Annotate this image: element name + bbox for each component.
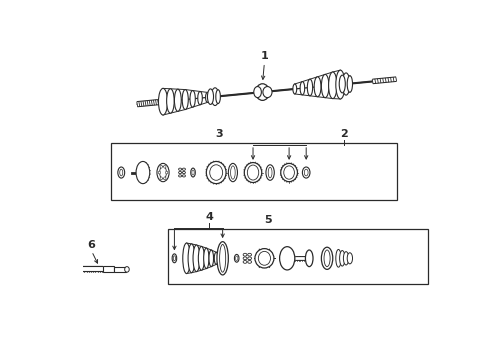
Text: 5: 5 [265,215,272,225]
Ellipse shape [178,175,182,177]
Ellipse shape [206,161,226,184]
Ellipse shape [321,247,333,269]
Ellipse shape [258,251,270,265]
Text: 2: 2 [340,129,348,139]
Ellipse shape [336,70,345,99]
Ellipse shape [281,163,297,182]
Ellipse shape [329,72,337,99]
Ellipse shape [182,90,188,109]
Ellipse shape [280,247,295,270]
Ellipse shape [245,163,262,183]
Ellipse shape [255,249,274,268]
Ellipse shape [210,165,222,180]
Ellipse shape [158,171,161,174]
Ellipse shape [217,242,228,275]
Bar [111,143,397,200]
Ellipse shape [248,261,251,263]
Bar [103,266,115,273]
Ellipse shape [256,84,270,100]
Ellipse shape [204,248,209,269]
Ellipse shape [206,93,209,102]
Ellipse shape [268,167,272,178]
Ellipse shape [160,166,167,179]
Ellipse shape [167,89,174,113]
Ellipse shape [347,253,352,264]
Ellipse shape [347,76,352,92]
Ellipse shape [166,171,168,174]
Ellipse shape [191,168,196,177]
Ellipse shape [263,86,272,98]
Ellipse shape [300,82,305,95]
Ellipse shape [284,166,294,179]
Ellipse shape [164,177,166,180]
Ellipse shape [228,163,238,182]
Ellipse shape [293,84,297,94]
Ellipse shape [178,171,182,174]
Ellipse shape [198,246,204,270]
Ellipse shape [209,250,214,267]
Ellipse shape [173,256,175,261]
Ellipse shape [172,254,177,263]
Ellipse shape [243,261,247,263]
Ellipse shape [118,167,124,178]
Text: 1: 1 [261,51,269,61]
Ellipse shape [182,168,185,170]
Ellipse shape [247,165,259,180]
Ellipse shape [302,167,310,178]
Ellipse shape [339,75,345,93]
Ellipse shape [214,252,218,264]
Ellipse shape [120,169,123,176]
Ellipse shape [342,73,350,95]
Ellipse shape [343,252,349,265]
Ellipse shape [158,89,168,115]
Ellipse shape [248,257,251,260]
Ellipse shape [174,89,181,111]
Ellipse shape [164,165,166,168]
Text: 4: 4 [205,212,213,222]
Ellipse shape [182,175,185,177]
Ellipse shape [307,79,313,96]
Ellipse shape [183,243,190,274]
Ellipse shape [160,177,162,180]
Ellipse shape [136,161,150,184]
Ellipse shape [336,249,341,267]
Ellipse shape [243,257,247,260]
Ellipse shape [220,244,226,272]
Ellipse shape [236,256,238,261]
Ellipse shape [305,250,313,267]
Ellipse shape [192,170,194,175]
Ellipse shape [254,86,261,98]
Ellipse shape [182,171,185,174]
Ellipse shape [193,245,200,271]
Ellipse shape [216,90,220,104]
Ellipse shape [314,77,321,97]
Text: 6: 6 [88,240,96,250]
Ellipse shape [188,244,195,273]
Ellipse shape [243,253,247,256]
Ellipse shape [324,250,330,267]
Ellipse shape [190,90,196,107]
Ellipse shape [157,163,169,182]
Ellipse shape [231,166,235,179]
Bar [168,229,428,284]
Ellipse shape [304,169,308,176]
Ellipse shape [340,251,345,266]
Ellipse shape [248,253,251,256]
Ellipse shape [321,75,329,98]
Ellipse shape [198,91,202,105]
Ellipse shape [124,267,129,272]
Ellipse shape [211,88,219,105]
Ellipse shape [207,89,214,104]
Bar [115,267,126,271]
Ellipse shape [178,168,182,170]
Ellipse shape [234,255,239,262]
Ellipse shape [266,165,274,180]
Ellipse shape [160,165,162,168]
Text: 3: 3 [215,129,222,139]
